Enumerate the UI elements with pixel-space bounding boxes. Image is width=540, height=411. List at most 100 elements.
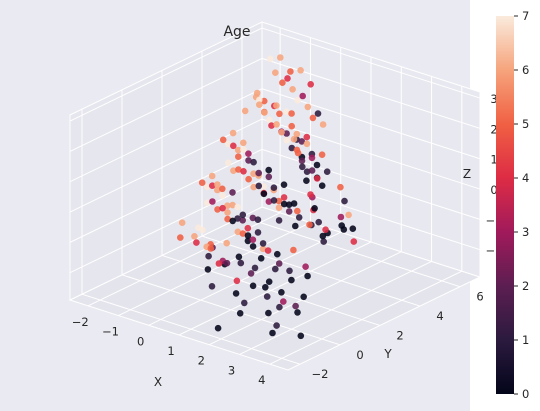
- gridline-z: [261, 179, 481, 251]
- data-point: [198, 179, 206, 186]
- data-point: [299, 163, 306, 171]
- data-point: [309, 114, 317, 122]
- data-point: [275, 260, 283, 267]
- data-point: [308, 167, 316, 174]
- data-point: [288, 276, 295, 284]
- y-tick-label: 0: [356, 348, 363, 362]
- data-point: [294, 97, 301, 104]
- data-point: [290, 135, 298, 143]
- data-point: [265, 198, 273, 205]
- data-point: [345, 211, 352, 219]
- data-point: [272, 265, 279, 273]
- colorbar-tick-label: 6: [522, 63, 529, 77]
- data-point: [244, 237, 252, 245]
- data-point: [219, 204, 226, 212]
- data-point: [204, 199, 211, 206]
- y-tick-label: 6: [476, 290, 483, 304]
- data-point: [279, 79, 286, 86]
- data-point: [314, 110, 322, 117]
- data-point: [285, 201, 293, 208]
- data-point: [259, 245, 267, 253]
- data-point: [214, 206, 221, 213]
- data-point: [320, 238, 328, 245]
- data-point: [209, 182, 216, 189]
- data-point: [283, 130, 290, 137]
- data-point: [286, 267, 293, 275]
- data-point: [288, 144, 296, 152]
- data-point: [322, 226, 329, 233]
- data-point: [284, 75, 291, 82]
- gridline-z: [69, 179, 263, 274]
- data-point: [257, 254, 265, 262]
- data-point: [275, 204, 283, 211]
- data-point: [235, 253, 243, 261]
- data-point: [255, 101, 263, 108]
- data-point: [307, 191, 314, 198]
- data-point: [199, 226, 206, 234]
- data-point: [259, 240, 267, 247]
- data-point: [302, 263, 309, 271]
- data-point: [263, 293, 271, 300]
- data-point: [265, 309, 272, 317]
- data-point: [219, 136, 227, 144]
- data-point: [350, 238, 358, 245]
- data-point: [234, 146, 242, 154]
- data-point: [337, 183, 344, 191]
- data-point: [277, 54, 284, 61]
- data-point: [298, 138, 306, 145]
- data-point: [223, 239, 230, 247]
- data-point: [177, 234, 184, 241]
- data-point: [215, 260, 223, 267]
- data-point: [288, 122, 296, 130]
- data-point: [225, 159, 232, 167]
- x-tick-label: −1: [102, 325, 119, 339]
- data-point: [254, 216, 262, 223]
- data-point: [273, 121, 280, 128]
- data-point: [249, 214, 257, 222]
- data-point: [204, 266, 212, 273]
- data-point: [306, 221, 313, 228]
- data-point: [308, 154, 316, 162]
- gridline-z: [261, 27, 481, 99]
- data-point: [237, 259, 245, 267]
- data-point: [249, 282, 257, 290]
- data-point: [319, 232, 327, 240]
- data-point: [240, 168, 247, 175]
- data-point: [234, 203, 241, 211]
- data-point: [266, 55, 274, 63]
- data-point: [255, 182, 263, 190]
- x-tick-label: 4: [258, 373, 265, 387]
- x-tick-label: −2: [72, 315, 89, 329]
- data-point: [250, 170, 257, 177]
- data-point: [266, 116, 273, 124]
- gridline-z: [261, 118, 481, 190]
- data-point: [261, 109, 268, 116]
- data-point: [280, 200, 288, 208]
- data-point: [178, 219, 186, 226]
- data-point: [295, 214, 303, 221]
- data-point: [274, 250, 281, 258]
- data-point: [275, 197, 283, 205]
- data-point: [224, 140, 232, 148]
- data-point: [241, 107, 249, 115]
- data-point: [303, 177, 310, 184]
- y-tick-label: 4: [436, 309, 443, 323]
- colorbar-tick-label: 3: [522, 225, 529, 239]
- data-point: [251, 264, 259, 272]
- data-point: [311, 205, 318, 212]
- colorbar-tick-label: 1: [522, 333, 529, 347]
- z-axis-label: Z: [463, 167, 471, 181]
- data-point: [229, 201, 236, 209]
- x-axis-label: X: [154, 375, 162, 389]
- z-tick-label: 3: [490, 92, 497, 106]
- x-tick-label: 2: [198, 354, 205, 368]
- gridline-x: [148, 231, 341, 326]
- data-point: [262, 284, 269, 291]
- gridline-x: [239, 260, 432, 355]
- data-point: [299, 92, 307, 100]
- data-point: [273, 102, 280, 109]
- y-tick-label: 2: [396, 328, 403, 342]
- gridline-z: [69, 118, 263, 213]
- data-point: [234, 215, 241, 222]
